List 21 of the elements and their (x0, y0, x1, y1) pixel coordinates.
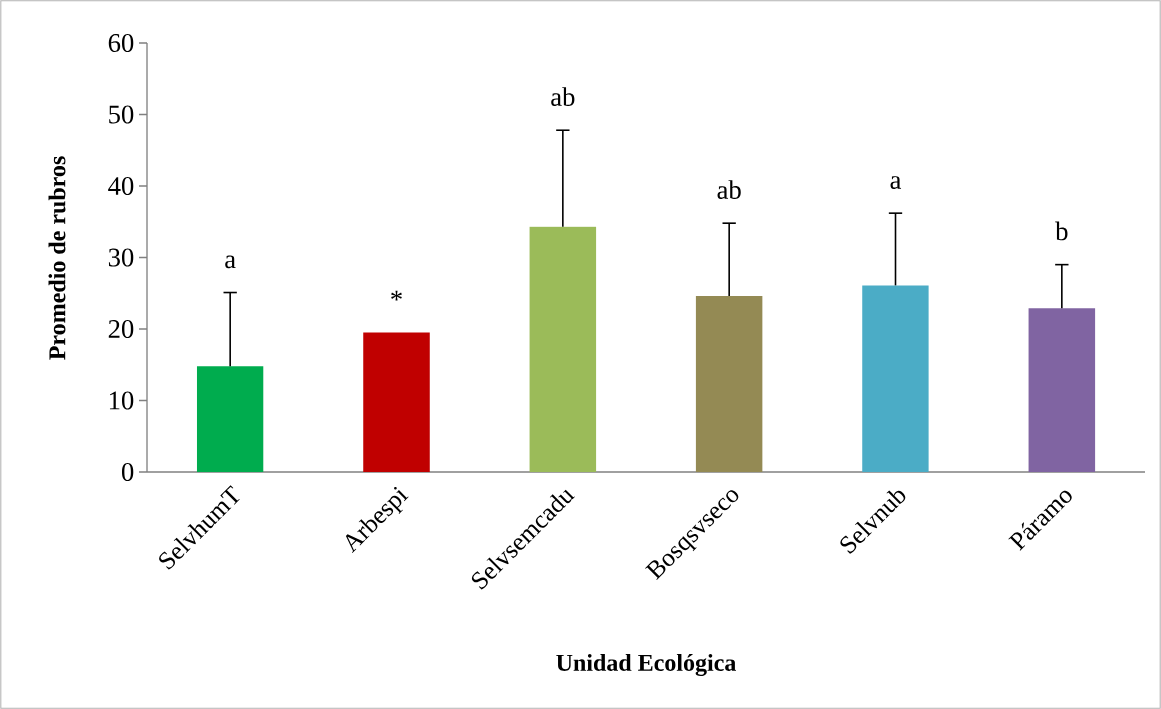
annotation: ab (717, 180, 741, 199)
y-tick-label: 50 (109, 105, 134, 124)
y-axis-title: Promedio de rubros (48, 156, 66, 360)
y-tick-label: 30 (108, 248, 134, 267)
annotation: a (890, 176, 902, 189)
x-axis-title: Unidad Ecológica (556, 653, 736, 676)
annotation: ab (551, 87, 575, 106)
bar (529, 226, 597, 472)
annotation: * (391, 290, 402, 301)
y-tick-label: 40 (108, 177, 134, 195)
y-tick-label: 20 (108, 320, 134, 338)
bar (862, 285, 929, 472)
annotation: b (1055, 221, 1068, 241)
y-tick-label: 10 (109, 391, 134, 410)
y-tick-label: 0 (121, 462, 134, 481)
annotation: a (225, 255, 236, 269)
bar (695, 296, 763, 472)
bar (1028, 308, 1096, 472)
bar (196, 366, 264, 472)
y-tick-label: 60 (108, 34, 134, 52)
bar (363, 332, 430, 472)
